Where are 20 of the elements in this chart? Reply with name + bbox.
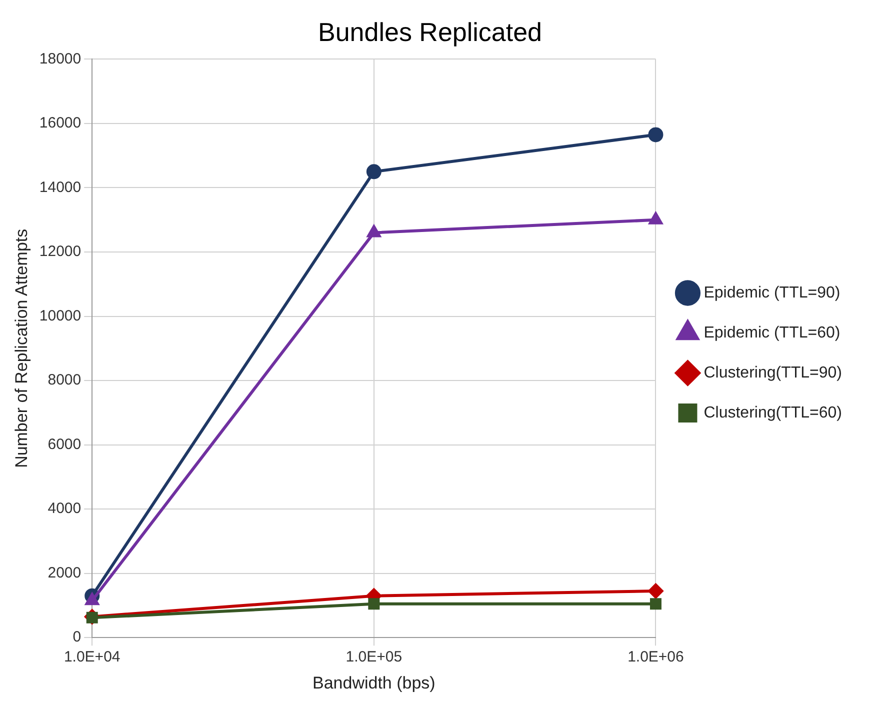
x-tick-label: 1.0E+04 [64,648,120,666]
legend-label: Clustering(TTL=60) [704,404,842,422]
legend-label: Clustering(TTL=90) [704,364,842,382]
legend-label: Epidemic (TTL=90) [704,284,840,302]
y-tick-label: 14000 [39,178,82,196]
y-tick-label: 16000 [39,114,82,132]
y-axis-title: Number of Replication Attempts [12,228,31,468]
y-tick-label: 8000 [48,372,82,389]
y-tick-label: 10000 [39,307,82,324]
x-tick-label: 1.0E+06 [628,648,684,666]
y-tick-label: 0 [72,628,82,646]
y-tick-label: 12000 [39,243,82,260]
y-tick-label: 6000 [48,436,82,453]
x-axis-title: Bandwidth (bps) [312,673,436,692]
y-tick-label: 2000 [48,564,82,582]
legend-label: Epidemic (TTL=60) [704,324,840,342]
x-tick-label: 1.0E+05 [346,648,402,666]
chart-title: Bundles Replicated [318,16,542,47]
y-tick-label: 4000 [48,500,82,518]
y-tick-label: 18000 [39,50,82,68]
